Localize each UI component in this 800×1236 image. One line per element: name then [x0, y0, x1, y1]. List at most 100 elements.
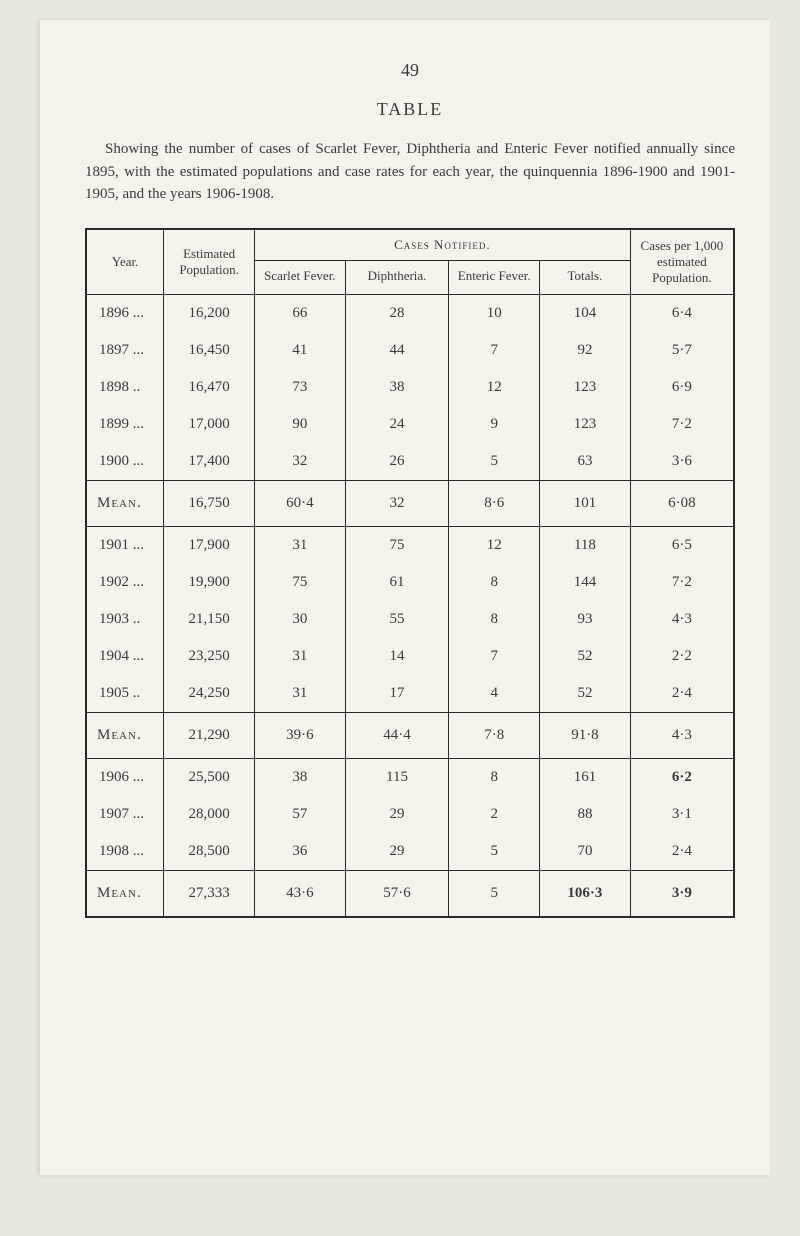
table-cell: 88 — [540, 796, 631, 833]
table-cell: 21,150 — [164, 601, 255, 638]
mean-row: Mean.16,75060·4328·61016·08 — [86, 480, 734, 526]
table-cell: 12 — [449, 369, 540, 406]
table-cell: 123 — [540, 406, 631, 443]
table-cell: 7·8 — [449, 712, 540, 758]
table-cell: 5·7 — [630, 332, 734, 369]
table-cell: 23,250 — [164, 638, 255, 675]
header-diphtheria: Diphtheria. — [345, 260, 449, 294]
table-cell: Mean. — [86, 480, 164, 526]
mean-row: Mean.21,29039·644·47·891·84·3 — [86, 712, 734, 758]
table-cell: 36 — [254, 833, 345, 871]
table-cell: 31 — [254, 638, 345, 675]
table-cell: 1902 ... — [86, 564, 164, 601]
table-cell: 106·3 — [540, 870, 631, 917]
table-cell: 30 — [254, 601, 345, 638]
table-cell: 1899 ... — [86, 406, 164, 443]
table-cell: 1908 ... — [86, 833, 164, 871]
page-number: 49 — [85, 60, 735, 81]
table-cell: 1907 ... — [86, 796, 164, 833]
table-cell: 1898 .. — [86, 369, 164, 406]
document-page: 49 TABLE Showing the number of cases of … — [40, 20, 770, 1175]
header-rate: Cases per 1,000 estimated Population. — [630, 229, 734, 295]
table-cell: 101 — [540, 480, 631, 526]
table-cell: 8 — [449, 601, 540, 638]
table-row: 1899 ...17,000902491237·2 — [86, 406, 734, 443]
table-cell: 6·4 — [630, 294, 734, 332]
table-cell: 123 — [540, 369, 631, 406]
table-cell: 6·08 — [630, 480, 734, 526]
table-cell: 7·2 — [630, 564, 734, 601]
table-cell: 32 — [254, 443, 345, 481]
table-cell: 1900 ... — [86, 443, 164, 481]
table-cell: 5 — [449, 443, 540, 481]
table-cell: 29 — [345, 833, 449, 871]
table-cell: 6·2 — [630, 758, 734, 796]
table-cell: 4·3 — [630, 601, 734, 638]
table-cell: 57·6 — [345, 870, 449, 917]
table-cell: Mean. — [86, 712, 164, 758]
header-cases-notified: Cases Notified. — [254, 229, 630, 261]
table-cell: 1905 .. — [86, 675, 164, 713]
table-row: 1907 ...28,00057292883·1 — [86, 796, 734, 833]
table-cell: 9 — [449, 406, 540, 443]
table-cell: 4·3 — [630, 712, 734, 758]
table-cell: Mean. — [86, 870, 164, 917]
header-scarlet: Scarlet Fever. — [254, 260, 345, 294]
table-cell: 27,333 — [164, 870, 255, 917]
table-cell: 29 — [345, 796, 449, 833]
table-cell: 10 — [449, 294, 540, 332]
table-cell: 1906 ... — [86, 758, 164, 796]
table-cell: 92 — [540, 332, 631, 369]
table-cell: 63 — [540, 443, 631, 481]
table-cell: 161 — [540, 758, 631, 796]
table-row: 1906 ...25,5003811581616·2 — [86, 758, 734, 796]
table-cell: 1901 ... — [86, 526, 164, 564]
table-cell: 16,450 — [164, 332, 255, 369]
table-cell: 17,000 — [164, 406, 255, 443]
table-cell: 1896 ... — [86, 294, 164, 332]
table-cell: 17 — [345, 675, 449, 713]
table-cell: 1897 ... — [86, 332, 164, 369]
table-cell: 28,000 — [164, 796, 255, 833]
table-cell: 26 — [345, 443, 449, 481]
table-cell: 7 — [449, 332, 540, 369]
table-cell: 28,500 — [164, 833, 255, 871]
table-cell: 57 — [254, 796, 345, 833]
table-row: 1904 ...23,25031147522·2 — [86, 638, 734, 675]
table-cell: 1904 ... — [86, 638, 164, 675]
table-cell: 144 — [540, 564, 631, 601]
table-cell: 61 — [345, 564, 449, 601]
table-cell: 73 — [254, 369, 345, 406]
table-cell: 115 — [345, 758, 449, 796]
table-cell: 7 — [449, 638, 540, 675]
table-title: TABLE — [85, 99, 735, 120]
table-cell: 31 — [254, 675, 345, 713]
table-cell: 52 — [540, 638, 631, 675]
table-cell: 14 — [345, 638, 449, 675]
table-cell: 6·9 — [630, 369, 734, 406]
table-cell: 2·2 — [630, 638, 734, 675]
table-row: 1903 ..21,15030558934·3 — [86, 601, 734, 638]
table-cell: 38 — [254, 758, 345, 796]
table-cell: 31 — [254, 526, 345, 564]
table-cell: 5 — [449, 870, 540, 917]
intro-paragraph: Showing the number of cases of Scarlet F… — [85, 138, 735, 206]
table-cell: 91·8 — [540, 712, 631, 758]
table-row: 1898 ..16,4707338121236·9 — [86, 369, 734, 406]
table-cell: 41 — [254, 332, 345, 369]
table-cell: 52 — [540, 675, 631, 713]
data-table: Year. Estimated Population. Cases Notifi… — [85, 228, 735, 918]
header-totals: Totals. — [540, 260, 631, 294]
table-cell: 93 — [540, 601, 631, 638]
table-cell: 24 — [345, 406, 449, 443]
table-cell: 24,250 — [164, 675, 255, 713]
table-cell: 19,900 — [164, 564, 255, 601]
table-cell: 28 — [345, 294, 449, 332]
table-cell: 90 — [254, 406, 345, 443]
table-cell: 3·9 — [630, 870, 734, 917]
table-cell: 75 — [345, 526, 449, 564]
table-cell: 43·6 — [254, 870, 345, 917]
table-cell: 39·6 — [254, 712, 345, 758]
table-cell: 12 — [449, 526, 540, 564]
mean-row: Mean.27,33343·657·65106·33·9 — [86, 870, 734, 917]
